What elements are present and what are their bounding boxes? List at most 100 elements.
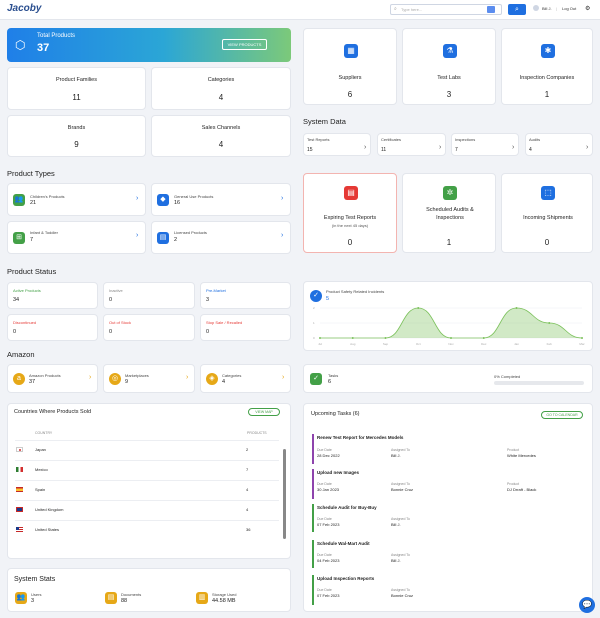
y-tick-label: 1	[313, 321, 315, 325]
gear-icon[interactable]: ⚙	[585, 6, 591, 12]
task-schedule-audit-buy-buy[interactable]: Schedule Audit for Buy-Buy Due Date 07 F…	[312, 504, 586, 532]
data-point[interactable]	[515, 307, 518, 309]
tasks-label: Tasks	[328, 373, 339, 378]
chat-icon[interactable]: 💬	[579, 597, 595, 613]
stat-categories[interactable]: Categories 4	[151, 67, 291, 110]
card-test-labs[interactable]: ⚗ Test Labs 3	[402, 28, 496, 105]
data-point[interactable]	[417, 307, 420, 309]
card-suppliers[interactable]: ▦ Suppliers 6	[303, 28, 397, 105]
view-map-button[interactable]: VIEW MAP	[248, 408, 280, 416]
app-logo[interactable]: Jacoby	[7, 3, 42, 14]
card-inspection-companies[interactable]: ✱ Inspection Companies 1	[501, 28, 593, 105]
card-incoming-shipments[interactable]: ⬚ Incoming Shipments 0	[501, 173, 593, 253]
table-row[interactable]: Spain 4	[15, 482, 279, 500]
system-data-test-reports[interactable]: Test Reports 15 ›	[303, 133, 371, 156]
product-types-title: Product Types	[7, 169, 55, 178]
product-type-general-use[interactable]: ◆ General Use Products 16 ›	[151, 183, 291, 216]
stat-value: 88	[121, 598, 128, 604]
data-point[interactable]	[319, 337, 321, 339]
status-out-of-stock[interactable]: Out of Stock 0	[103, 314, 195, 341]
due-value: 04 Feb 2023	[317, 558, 340, 563]
x-tick-label: Mar	[579, 342, 584, 346]
task-schedule-walmart-audit[interactable]: Schedule Wal-Mart Audit Due Date 04 Feb …	[312, 540, 586, 568]
due-value: 07 Feb 2023	[317, 593, 340, 598]
status-pre-market[interactable]: Pre-Market 3	[200, 282, 291, 309]
countries-card: Countries Where Products Sold VIEW MAP C…	[7, 403, 291, 559]
chevron-right-icon: ›	[282, 374, 285, 381]
card-value: 0	[544, 238, 550, 247]
product-type-childrens[interactable]: 👥 Children's Products 21 ›	[7, 183, 146, 216]
due-label: Due Date	[317, 517, 332, 521]
status-label: Stop Sale / Recalled	[206, 320, 243, 325]
stat-brands[interactable]: Brands 9	[7, 115, 146, 157]
table-row[interactable]: United States 36	[15, 522, 279, 540]
chevron-right-icon: ›	[136, 195, 139, 202]
search-button[interactable]: ⌕	[508, 4, 526, 15]
chevron-right-icon: ›	[186, 374, 189, 381]
search-input[interactable]: ⌕ Type here...	[390, 4, 502, 15]
status-inactive[interactable]: Inactive 0	[103, 282, 195, 309]
logout-link[interactable]: Log Out	[562, 6, 577, 11]
status-active[interactable]: Active Products 34	[7, 282, 98, 309]
product-type-infant-toddler[interactable]: ⊞ Infant & Toddler 7 ›	[7, 221, 146, 254]
data-point[interactable]	[351, 337, 354, 339]
item-value: 4	[529, 147, 532, 153]
due-value: 07 Feb 2023	[317, 522, 340, 527]
go-to-calendar-button[interactable]: GO TO CALENDAR	[541, 411, 583, 419]
task-renew-test-report[interactable]: Renew Test Report for Mercedes Models Du…	[312, 434, 586, 464]
user-name[interactable]: Bill J.	[542, 6, 552, 11]
list-icon[interactable]	[487, 6, 495, 13]
data-point[interactable]	[581, 337, 583, 339]
status-value: 34	[13, 297, 20, 303]
status-discontinued[interactable]: Discontinued 0	[7, 314, 98, 341]
gear-icon: ✱	[541, 44, 555, 58]
x-tick-label: Oct	[416, 342, 421, 346]
due-label: Due Date	[317, 482, 332, 486]
view-products-button[interactable]: VIEW PRODUCTS	[222, 39, 267, 50]
system-data-certificates[interactable]: Certificates 11 ›	[377, 133, 446, 156]
stat-product-families[interactable]: Product Families 11	[7, 67, 146, 110]
task-upload-inspection-reports[interactable]: Upload Inspection Reports Due Date 07 Fe…	[312, 575, 586, 605]
table-scrollbar[interactable]	[283, 449, 286, 539]
stat-sales-channels[interactable]: Sales Channels 4	[151, 115, 291, 157]
chevron-right-icon: ›	[439, 144, 442, 151]
card-expiring-test-reports[interactable]: ▤ Expiring Test Reports (in the next 45 …	[303, 173, 397, 253]
system-data-inspections[interactable]: Inspections 7 ›	[451, 133, 519, 156]
status-stop-sale[interactable]: Stop Sale / Recalled 0	[200, 314, 291, 341]
stat-label: Brands	[67, 125, 86, 131]
country-name: United Kingdom	[35, 507, 64, 512]
card-scheduled-audits[interactable]: ✲ Scheduled Audits & Inspections 1	[402, 173, 496, 253]
item-label: Children's Products	[30, 194, 65, 199]
product-type-licensed[interactable]: ▤ Licensed Products 2 ›	[151, 221, 291, 254]
data-point[interactable]	[482, 337, 485, 339]
data-point[interactable]	[384, 337, 387, 339]
task-color-bar	[312, 575, 314, 605]
incidents-card[interactable]: ✓ Product Safety Related Incidents 5 2 1 0…	[303, 281, 593, 351]
us-flag-icon	[16, 527, 23, 532]
amazon-products[interactable]: a Amazon Products 37 ›	[7, 364, 98, 393]
assigned-label: Assigned To	[391, 517, 411, 521]
stat-label: Users	[31, 592, 42, 597]
item-value: 21	[30, 200, 37, 206]
product-label: Product	[507, 448, 520, 452]
stat-value: 9	[74, 140, 79, 149]
user-avatar[interactable]	[533, 5, 539, 11]
table-row[interactable]: Japan 2	[15, 442, 279, 460]
system-data-audits[interactable]: Audits 4 ›	[525, 133, 593, 156]
table-row[interactable]: Mexico 7	[15, 462, 279, 480]
data-point[interactable]	[450, 337, 452, 339]
task-upload-images[interactable]: Upload new Images Due Date 30 Jan 2023 A…	[312, 469, 586, 499]
stroller-icon: ⊞	[13, 232, 25, 244]
tasks-card[interactable]: ✓ Tasks 6 0% Completed	[303, 364, 593, 393]
assigned-value: Bonnie Cruz	[391, 593, 414, 598]
task-title: Upload new Images	[317, 470, 360, 475]
data-point[interactable]	[548, 322, 551, 324]
table-row[interactable]: United Kingdom 4	[15, 502, 279, 520]
amazon-marketplaces[interactable]: ◎ Marketplaces 9 ›	[103, 364, 195, 393]
japan-flag-icon	[16, 447, 23, 452]
amazon-categories[interactable]: ◈ Categories 4 ›	[200, 364, 291, 393]
card-value: 0	[347, 238, 353, 247]
system-stats-title: System Stats	[14, 576, 56, 583]
system-data-title: System Data	[303, 117, 346, 126]
storage-icon: ▥	[196, 592, 208, 604]
